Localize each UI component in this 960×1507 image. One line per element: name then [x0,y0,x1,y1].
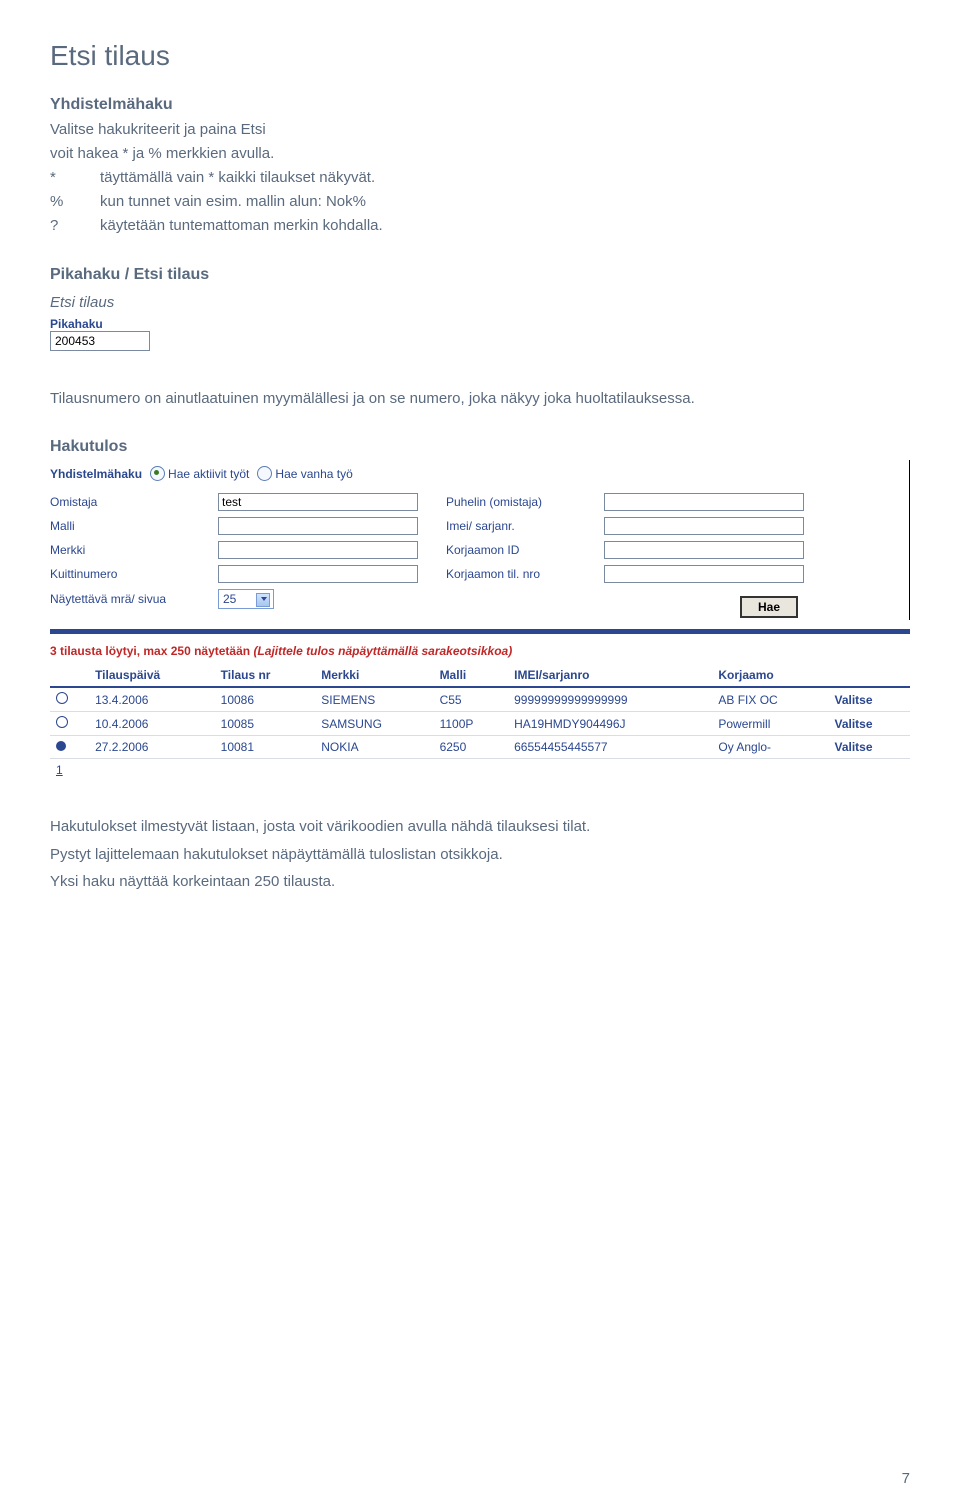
hakutulos-title: Hakutulos [50,438,910,456]
mra-select[interactable]: 25 [218,589,274,609]
radio-active-icon [150,466,165,481]
divider [909,460,910,620]
col-date[interactable]: Tilauspäivä [89,664,215,687]
hakutulos-para1: Hakutulokset ilmestyvät listaan, josta v… [50,815,910,838]
status-dot-icon [56,716,68,728]
cell-malli: C55 [434,687,509,712]
intro-heading: Yhdistelmähaku [50,96,910,114]
omistaja-input[interactable] [218,493,418,511]
imei-label: Imei/ sarjanr. [446,519,586,533]
cell-nr: 10081 [215,736,316,759]
valitse-link[interactable]: Valitse [834,740,872,754]
intro-line1: Valitse hakukriteerit ja paina Etsi [50,118,910,142]
cell-imei: 66554455445577 [508,736,712,759]
cell-korjaamo: Oy Anglo- [712,736,828,759]
intro-sym-0: * [50,166,100,190]
kuitti-input[interactable] [218,565,418,583]
col-nr[interactable]: Tilaus nr [215,664,316,687]
cell-imei: HA19HMDY904496J [508,712,712,736]
imei-input[interactable] [604,517,804,535]
page-number: 7 [902,1470,910,1487]
cell-merkki: SAMSUNG [315,712,433,736]
cell-date: 10.4.2006 [89,712,215,736]
results-count: 3 tilausta löytyi, max 250 näytetään (La… [50,644,910,658]
chevron-down-icon [261,597,267,601]
mra-select-value: 25 [223,592,236,606]
radio-old-icon [257,466,272,481]
intro-desc-2: käytetään tuntemattoman merkin kohdalla. [100,214,383,238]
results-sort-hint: (Lajittele tulos näpäyttämällä sarakeots… [253,644,512,658]
hae-button[interactable]: Hae [740,596,798,618]
cell-nr: 10086 [215,687,316,712]
puhelin-label: Puhelin (omistaja) [446,495,586,509]
intro-line2: voit hakea * ja % merkkien avulla. [50,142,910,166]
radio-active-label: Hae aktiivit työt [168,467,249,481]
table-row: 10.4.200610085SAMSUNG1100PHA19HMDY904496… [50,712,910,736]
korjaamo-id-label: Korjaamon ID [446,543,586,557]
cell-merkki: SIEMENS [315,687,433,712]
pikahaku-title: Pikahaku / Etsi tilaus [50,266,910,284]
korjaamo-til-label: Korjaamon til. nro [446,567,586,581]
puhelin-input[interactable] [604,493,804,511]
intro-sym-2: ? [50,214,100,238]
cell-malli: 1100P [434,712,509,736]
cell-korjaamo: Powermill [712,712,828,736]
col-korjaamo[interactable]: Korjaamo [712,664,828,687]
intro-desc-1: kun tunnet vain esim. mallin alun: Nok% [100,190,383,214]
col-malli[interactable]: Malli [434,664,509,687]
cell-date: 13.4.2006 [89,687,215,712]
search-form-block: Yhdistelmähaku Hae aktiivit työt Hae van… [50,466,910,781]
table-row: 13.4.200610086SIEMENSC559999999999999999… [50,687,910,712]
results-count-text: 3 tilausta löytyi, max 250 näytetään [50,644,253,658]
mra-label: Näytettävä mrä/ sivua [50,592,200,606]
cell-nr: 10085 [215,712,316,736]
results-table: Tilauspäivä Tilaus nr Merkki Malli IMEI/… [50,664,910,759]
cell-malli: 6250 [434,736,509,759]
intro-sym-1: % [50,190,100,214]
merkki-input[interactable] [218,541,418,559]
status-dot-icon [56,692,68,704]
valitse-link[interactable]: Valitse [834,693,872,707]
pikahaku-input[interactable] [50,331,150,351]
intro-block: Valitse hakukriteerit ja paina Etsi voit… [50,118,910,238]
malli-label: Malli [50,519,200,533]
pikahaku-sublabel: Etsi tilaus [50,294,910,311]
form-heading: Yhdistelmähaku [50,467,142,481]
omistaja-label: Omistaja [50,495,200,509]
radio-active-wrap[interactable]: Hae aktiivit työt [150,466,249,481]
malli-input[interactable] [218,517,418,535]
col-status[interactable] [50,664,89,687]
cell-merkki: NOKIA [315,736,433,759]
radio-old-label: Hae vanha työ [275,467,352,481]
valitse-link[interactable]: Valitse [834,717,872,731]
pikahaku-label: Pikahaku [50,317,150,331]
col-action [828,664,910,687]
kuitti-label: Kuittinumero [50,567,200,581]
cell-korjaamo: AB FIX OC [712,687,828,712]
cell-imei: 99999999999999999 [508,687,712,712]
table-row: 27.2.200610081NOKIA625066554455445577Oy … [50,736,910,759]
separator-line [50,629,910,634]
status-dot-icon [56,741,66,751]
pikahaku-box: Pikahaku [50,317,150,351]
korjaamo-id-input[interactable] [604,541,804,559]
hakutulos-para2: Pystyt lajittelemaan hakutulokset näpäyt… [50,843,910,866]
hakutulos-para3: Yksi haku näyttää korkeintaan 250 tilaus… [50,870,910,893]
cell-date: 27.2.2006 [89,736,215,759]
pager-1[interactable]: 1 [50,759,910,781]
radio-old-wrap[interactable]: Hae vanha työ [257,466,352,481]
page-title: Etsi tilaus [50,40,910,72]
pikahaku-para: Tilausnumero on ainutlaatuinen myymäläll… [50,387,910,410]
korjaamo-til-input[interactable] [604,565,804,583]
col-merkki[interactable]: Merkki [315,664,433,687]
col-imei[interactable]: IMEI/sarjanro [508,664,712,687]
intro-desc-0: täyttämällä vain * kaikki tilaukset näky… [100,166,383,190]
merkki-label: Merkki [50,543,200,557]
